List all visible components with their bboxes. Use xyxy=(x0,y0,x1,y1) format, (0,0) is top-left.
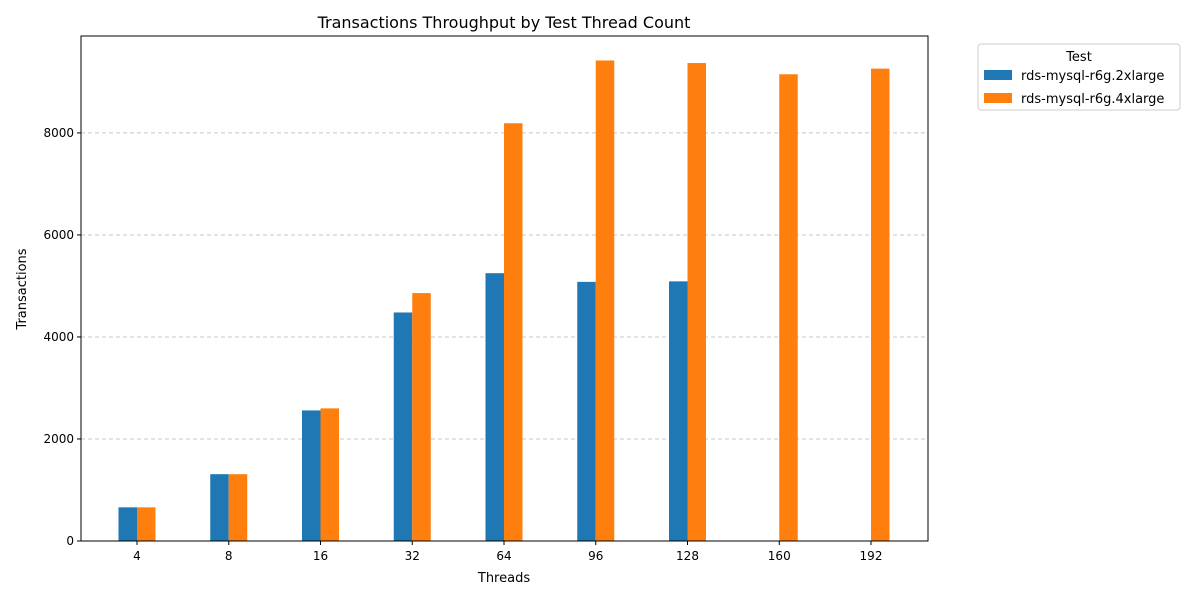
x-tick-label: 128 xyxy=(676,549,699,563)
x-tick-label: 192 xyxy=(860,549,883,563)
y-tick-label: 4000 xyxy=(43,330,74,344)
bar-2-32 xyxy=(412,293,431,541)
bar-2-160 xyxy=(779,74,798,542)
bar-2-8 xyxy=(228,474,248,541)
bar-1-16 xyxy=(302,410,321,541)
bar-1-4 xyxy=(118,507,137,541)
y-tick-label: 6000 xyxy=(43,228,74,242)
y-axis: 0 2000 4000 6000 8000 xyxy=(43,126,81,548)
legend-label: rds-mysql-r6g.4xlarge xyxy=(1021,92,1164,107)
legend-title: Test xyxy=(1065,50,1092,65)
bar-2-192 xyxy=(871,68,890,542)
bar-2-16 xyxy=(320,408,339,541)
y-tick-label: 0 xyxy=(66,534,74,548)
bar-1-8 xyxy=(210,474,229,541)
y-tick-label: 2000 xyxy=(43,432,74,446)
bar-1-64 xyxy=(485,273,504,541)
legend-label: rds-mysql-r6g.2xlarge xyxy=(1021,69,1164,84)
legend: Test rds-mysql-r6g.2xlarge rds-mysql-r6g.… xyxy=(977,43,1181,111)
bar-2-96 xyxy=(595,60,615,541)
x-tick-label: 4 xyxy=(133,549,141,563)
y-axis-label: Transactions xyxy=(15,248,30,330)
x-tick-label: 96 xyxy=(588,549,603,563)
x-tick-label: 64 xyxy=(496,549,511,563)
legend-swatch xyxy=(984,93,1012,103)
bar-1-96 xyxy=(577,281,596,541)
bar-2-128 xyxy=(687,63,706,542)
chart-title: Transactions Throughput by Test Thread C… xyxy=(317,13,691,32)
x-tick-label: 32 xyxy=(405,549,420,563)
bar-2-64 xyxy=(504,123,523,542)
bars xyxy=(118,60,890,542)
x-tick-label: 16 xyxy=(313,549,328,563)
x-tick-label: 8 xyxy=(225,549,233,563)
x-axis-label: Threads xyxy=(477,571,530,586)
x-tick-label: 160 xyxy=(768,549,791,563)
legend-swatch xyxy=(984,70,1012,80)
bar-1-128 xyxy=(669,281,688,541)
bar-2-4 xyxy=(137,507,156,541)
bar-1-32 xyxy=(393,312,413,541)
y-tick-label: 8000 xyxy=(43,126,74,140)
x-axis: 4 8 16 32 64 96 128 160 192 xyxy=(133,541,882,563)
legend-box xyxy=(977,43,1181,111)
